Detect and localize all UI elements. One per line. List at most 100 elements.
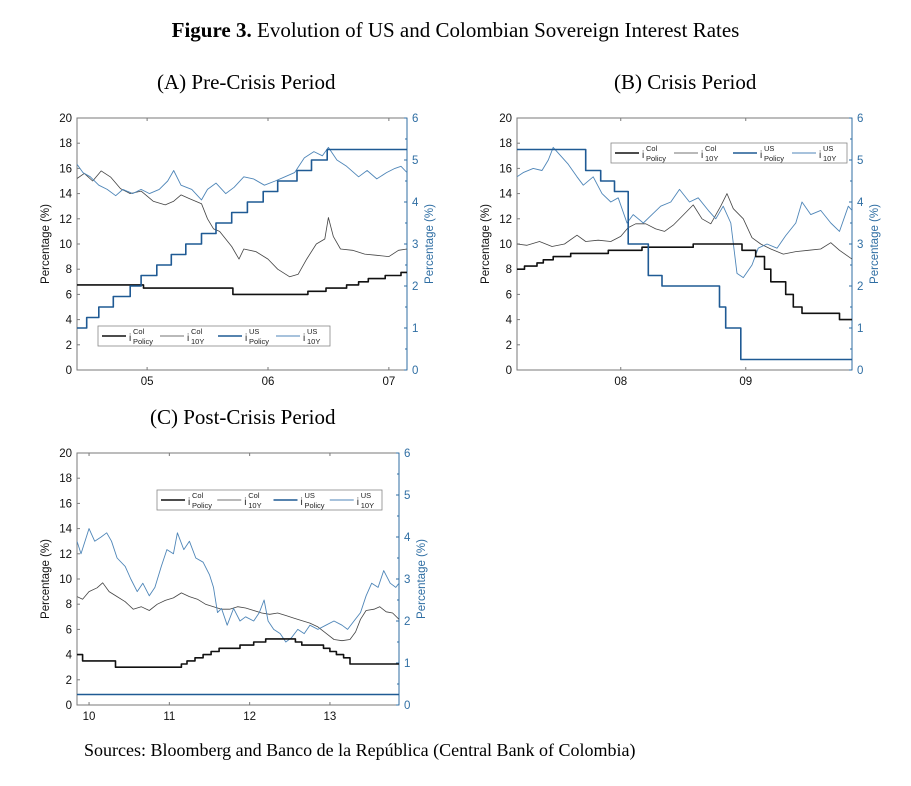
legend-base: i <box>642 150 644 161</box>
y-tick-label: 8 <box>66 599 72 611</box>
y-right-axis-label: Percentage (%) <box>416 539 428 619</box>
legend-sub: 10Y <box>823 154 836 163</box>
y-tick-label: 16 <box>59 498 72 510</box>
y-tick-label: 6 <box>66 289 72 301</box>
x-tick-label: 10 <box>83 711 96 723</box>
figure-title-text: Evolution of US and Colombian Sovereign … <box>257 18 740 42</box>
y-axis-label: Percentage (%) <box>480 204 492 284</box>
panel-a-title: (A) Pre-Crisis Period <box>157 70 336 94</box>
legend-sup: US <box>305 491 315 500</box>
legend-sup: Col <box>192 491 204 500</box>
y-tick-label: 10 <box>59 574 72 586</box>
y-tick-label: 12 <box>59 549 72 561</box>
y-tick-label: 16 <box>499 163 512 175</box>
y-tick-label: 10 <box>499 239 512 251</box>
legend-sub: 10Y <box>361 501 374 510</box>
y-tick-label: 8 <box>66 264 72 276</box>
y-tick-label: 14 <box>59 189 72 201</box>
y-right-tick-label: 2 <box>412 281 418 293</box>
series-line-col_policy <box>517 243 852 321</box>
y-tick-label: 4 <box>506 315 513 327</box>
legend-sup: Col <box>646 144 658 153</box>
y-tick-label: 6 <box>506 289 512 301</box>
y-tick-label: 4 <box>66 650 73 662</box>
x-tick-label: 13 <box>324 711 337 723</box>
y-tick-label: 12 <box>499 214 512 226</box>
series-line-col_10y <box>77 170 407 278</box>
legend-sup: Col <box>133 327 145 336</box>
legend-sub: Policy <box>764 154 784 163</box>
y-tick-label: 18 <box>59 138 72 150</box>
y-right-tick-label: 3 <box>412 239 418 251</box>
legend-sup: US <box>764 144 774 153</box>
y-tick-label: 10 <box>59 239 72 251</box>
series-line-us_10y <box>77 146 407 201</box>
x-tick-label: 12 <box>243 711 256 723</box>
series-line-us_policy <box>77 148 407 329</box>
y-tick-label: 6 <box>66 624 72 636</box>
y-right-tick-label: 5 <box>404 490 410 502</box>
legend-sub: Policy <box>192 501 212 510</box>
y-right-tick-label: 1 <box>404 658 410 670</box>
y-right-tick-label: 2 <box>857 281 863 293</box>
y-tick-label: 20 <box>59 113 72 125</box>
y-right-tick-label: 4 <box>404 532 411 544</box>
y-right-tick-label: 6 <box>412 113 418 125</box>
y-right-tick-label: 4 <box>412 197 419 209</box>
y-tick-label: 8 <box>506 264 512 276</box>
y-tick-label: 20 <box>499 113 512 125</box>
legend-base: i <box>188 497 190 508</box>
y-right-tick-label: 6 <box>857 113 863 125</box>
y-tick-label: 12 <box>59 214 72 226</box>
legend-sub: 10Y <box>307 337 320 346</box>
y-right-tick-label: 2 <box>404 616 410 628</box>
series-line-us_policy <box>517 148 852 361</box>
legend-sub: 10Y <box>705 154 718 163</box>
y-tick-label: 0 <box>66 700 72 712</box>
legend-sub: 10Y <box>248 501 261 510</box>
series-line-us_10y <box>517 146 852 279</box>
legend-sub: Policy <box>133 337 153 346</box>
x-tick-label: 09 <box>739 376 752 388</box>
legend-base: i <box>301 497 303 508</box>
y-tick-label: 14 <box>499 189 512 201</box>
legend-base: i <box>244 497 246 508</box>
x-tick-label: 11 <box>163 711 175 723</box>
y-right-tick-label: 0 <box>404 700 410 712</box>
x-tick-label: 07 <box>382 376 395 388</box>
legend-sup: US <box>823 144 833 153</box>
y-right-tick-label: 3 <box>404 574 410 586</box>
y-axis-label: Percentage (%) <box>40 204 52 284</box>
sources-note: Sources: Bloomberg and Banco de la Repúb… <box>84 740 636 760</box>
panel-c-title: (C) Post-Crisis Period <box>150 405 336 429</box>
x-tick-label: 05 <box>141 376 154 388</box>
y-right-tick-label: 5 <box>412 155 418 167</box>
legend-sub: Policy <box>305 501 325 510</box>
legend-sup: Col <box>705 144 717 153</box>
legend-sub: Policy <box>249 337 269 346</box>
legend-base: i <box>819 150 821 161</box>
y-axis-label: Percentage (%) <box>40 539 52 619</box>
figure-label: Figure 3. <box>171 18 252 42</box>
series-line-us_10y <box>77 528 399 643</box>
series-line-col_10y <box>517 193 852 260</box>
legend-box <box>97 325 331 347</box>
y-right-tick-label: 1 <box>412 323 418 335</box>
legend-base: i <box>129 333 131 344</box>
series-line-col_policy <box>77 271 407 296</box>
x-tick-label: 06 <box>262 376 275 388</box>
y-tick-label: 16 <box>59 163 72 175</box>
y-tick-label: 14 <box>59 524 72 536</box>
series-line-col_policy <box>77 638 399 668</box>
y-right-tick-label: 0 <box>857 365 863 377</box>
legend-sub: 10Y <box>191 337 204 346</box>
legend-base: i <box>701 150 703 161</box>
legend-sup: US <box>307 327 317 336</box>
legend-base: i <box>760 150 762 161</box>
y-right-tick-label: 3 <box>857 239 863 251</box>
y-right-axis-label: Percentage (%) <box>424 204 436 284</box>
